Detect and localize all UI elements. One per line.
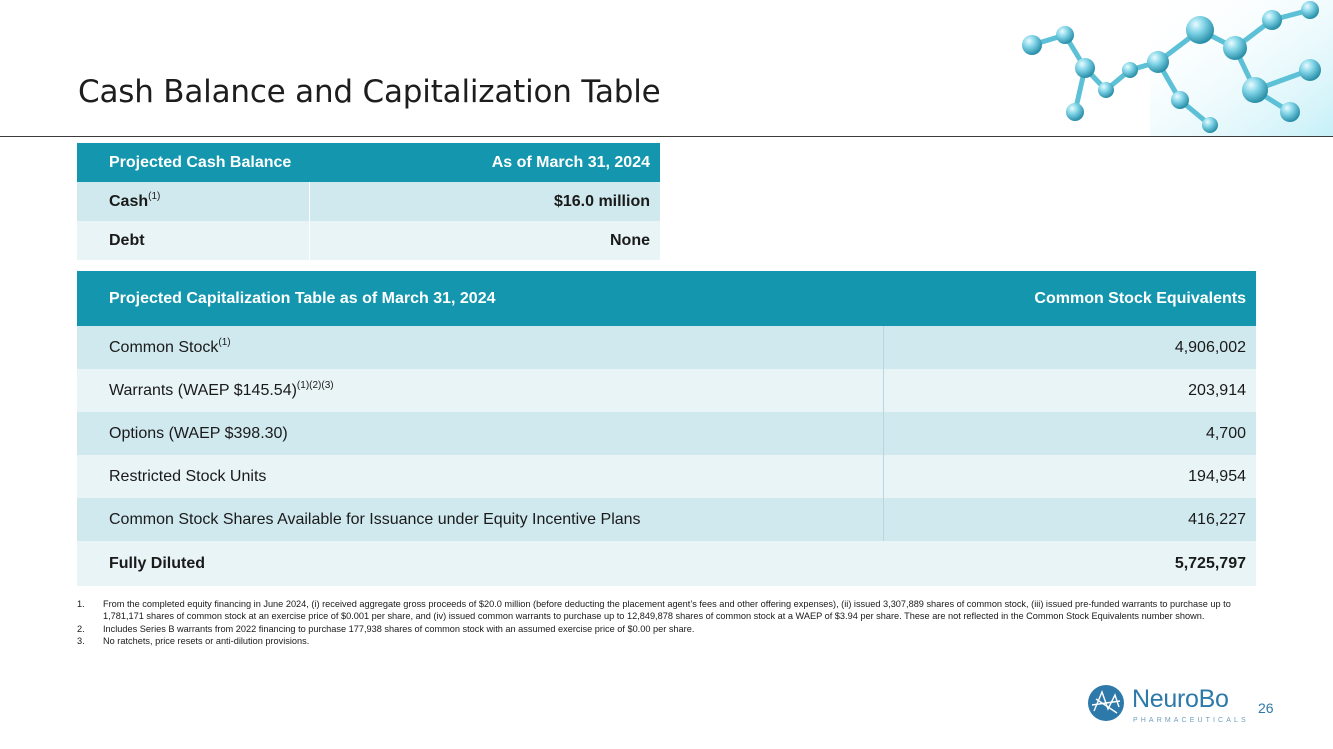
row-value: 4,906,002 (883, 326, 1256, 369)
footnote-item: 3. No ratchets, price resets or anti-dilu… (77, 635, 1252, 647)
row-label: Options (WAEP $398.30) (77, 412, 884, 455)
row-value: 416,227 (883, 498, 1256, 541)
row-value: 5,725,797 (883, 541, 1256, 586)
footnote-item: 2. Includes Series B warrants from 2022 f… (77, 623, 1252, 635)
footnote-number: 1. (77, 599, 85, 609)
logo-mark-icon (1088, 685, 1124, 721)
cash-table-header: Projected Cash Balance As of March 31, 2… (77, 143, 660, 182)
table-row: Cash(1) $16.0 million (77, 182, 660, 221)
row-label-text: Warrants (WAEP $145.54) (109, 381, 297, 399)
row-label: Common Stock Shares Available for Issuan… (77, 498, 884, 541)
row-value: 4,700 (883, 412, 1256, 455)
footnote-ref: (1) (148, 190, 161, 202)
molecule-graphic (1022, 0, 1333, 137)
logo-wordmark: NeuroBo (1132, 685, 1229, 713)
row-label: Fully Diluted (77, 541, 884, 586)
cap-header-label: Projected Capitalization Table as of Mar… (77, 271, 884, 326)
row-label-text: Debt (109, 231, 145, 249)
table-row: Options (WAEP $398.30) 4,700 (77, 412, 1256, 455)
row-value: 203,914 (883, 369, 1256, 412)
cap-table-header: Projected Capitalization Table as of Mar… (77, 271, 1256, 326)
footnote-ref: (1)(2)(3) (296, 379, 334, 391)
logo-subtitle: PHARMACEUTICALS (1133, 717, 1249, 724)
footnote-item: 1. From the completed equity financing in… (77, 598, 1252, 623)
footnotes: 1. From the completed equity financing in… (77, 598, 1252, 648)
row-label: Cash(1) (77, 182, 310, 221)
footnote-ref: (1) (218, 336, 231, 348)
row-label-text: Restricted Stock Units (109, 467, 267, 485)
slide-title: Cash Balance and Capitalization Table (78, 74, 661, 110)
footnote-text: Includes Series B warrants from 2022 fin… (103, 623, 695, 634)
table-row: Restricted Stock Units 194,954 (77, 455, 1256, 498)
cash-balance-table: Projected Cash Balance As of March 31, 2… (77, 143, 660, 260)
footnote-number: 3. (77, 636, 85, 647)
row-label: Restricted Stock Units (77, 455, 884, 498)
row-value: 194,954 (883, 455, 1256, 498)
row-label-text: Common Stock Shares Available for Issuan… (109, 510, 641, 528)
cash-header-label: Projected Cash Balance (77, 143, 310, 182)
row-label-text: Common Stock (109, 338, 219, 356)
row-label: Common Stock(1) (77, 326, 884, 369)
row-label: Debt (77, 221, 310, 260)
footnote-text: No ratchets, price resets or anti-diluti… (103, 636, 310, 647)
row-value: None (309, 221, 660, 260)
capitalization-table: Projected Capitalization Table as of Mar… (77, 271, 1256, 586)
table-row: Debt None (77, 221, 660, 260)
row-label-text: Cash (109, 192, 149, 210)
total-row: Fully Diluted 5,725,797 (77, 541, 1256, 586)
page-number: 26 (1258, 700, 1274, 716)
row-label-text: Fully Diluted (109, 554, 205, 572)
footnote-text: From the completed equity financing in J… (103, 599, 1231, 622)
table-row: Common Stock Shares Available for Issuan… (77, 498, 1256, 541)
table-row: Common Stock(1) 4,906,002 (77, 326, 1256, 369)
title-divider (0, 136, 1333, 137)
cap-header-equivalents: Common Stock Equivalents (883, 271, 1256, 326)
row-label: Warrants (WAEP $145.54)(1)(2)(3) (77, 369, 884, 412)
row-label-text: Options (WAEP $398.30) (109, 424, 288, 442)
table-row: Warrants (WAEP $145.54)(1)(2)(3) 203,914 (77, 369, 1256, 412)
neurobo-logo: NeuroBo PHARMACEUTICALS (1086, 683, 1246, 727)
cash-header-date: As of March 31, 2024 (309, 143, 660, 182)
footnote-number: 2. (77, 623, 85, 634)
row-value: $16.0 million (309, 182, 660, 221)
